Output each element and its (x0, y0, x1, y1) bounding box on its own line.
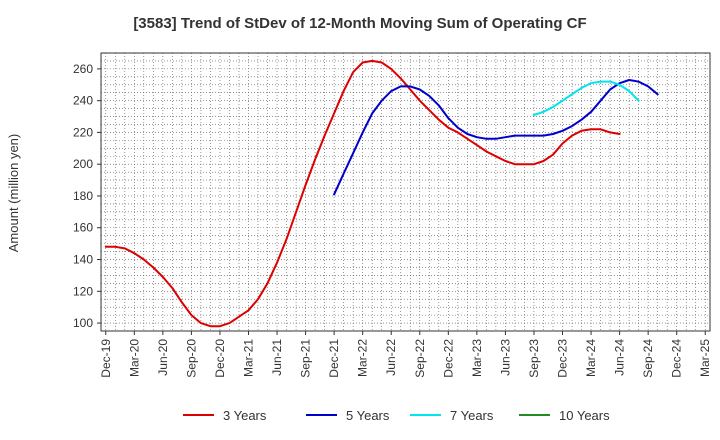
y-tick-label: 180 (73, 189, 93, 203)
x-tick-label: Dec-21 (327, 339, 341, 378)
x-tick-label: Dec-24 (670, 339, 684, 378)
chart-title: [3583] Trend of StDev of 12-Month Moving… (133, 15, 586, 32)
x-tick-label: Sep-20 (184, 339, 198, 378)
x-tick-label: Jun-24 (613, 339, 627, 376)
series-line-5-years (333, 79, 659, 196)
x-tick-label: Sep-24 (641, 339, 655, 378)
y-tick-label: 240 (73, 94, 93, 108)
x-tick-label: Sep-22 (413, 339, 427, 378)
y-tick-label: 200 (73, 157, 93, 171)
x-tick-label: Mar-22 (356, 339, 370, 377)
y-tick-label: 100 (73, 316, 93, 330)
x-tick-label: Sep-21 (299, 339, 313, 378)
y-axis-label: Amount (million yen) (6, 134, 21, 253)
x-tick-label: Mar-21 (241, 339, 255, 377)
y-tick-label: 260 (73, 62, 93, 76)
x-tick-label: Mar-24 (584, 339, 598, 377)
y-tick-label: 160 (73, 221, 93, 235)
legend-label: 7 Years (450, 408, 494, 423)
plot-area (100, 52, 711, 332)
x-tick-label: Jun-22 (384, 339, 398, 376)
grid (101, 52, 710, 331)
series-line-7-years (533, 80, 640, 116)
plot-border (100, 52, 711, 332)
x-tick-label: Jun-20 (156, 339, 170, 376)
y-tick-label: 120 (73, 284, 93, 298)
plot-background (101, 53, 710, 331)
x-tick-label: Dec-23 (556, 339, 570, 378)
x-tick-label: Mar-23 (470, 339, 484, 377)
series-lines (104, 59, 659, 328)
x-tick-label: Jun-21 (270, 339, 284, 376)
legend: 3 Years 5 Years 7 Years 10 Years (183, 408, 610, 423)
legend-label: 3 Years (223, 408, 267, 423)
x-tick-label: Mar-25 (698, 339, 712, 377)
x-tick-label: Sep-23 (527, 339, 541, 378)
series-line-3-years (104, 59, 621, 328)
x-tick-label: Dec-19 (99, 339, 113, 378)
y-tick-label: 140 (73, 253, 93, 267)
x-tick-label: Dec-22 (441, 339, 455, 378)
y-tick-label: 220 (73, 125, 93, 139)
x-tick-label: Mar-20 (127, 339, 141, 377)
legend-label: 5 Years (346, 408, 390, 423)
y-axis: 100 120 140 160 180 200 220 240 260 (73, 62, 101, 330)
legend-label: 10 Years (559, 408, 610, 423)
x-tick-label: Dec-20 (213, 339, 227, 378)
x-axis: Dec-19 Mar-20 Jun-20 Sep-20 Dec-20 Mar-21 Jun-… (99, 331, 712, 378)
x-tick-label: Jun-23 (498, 339, 512, 376)
